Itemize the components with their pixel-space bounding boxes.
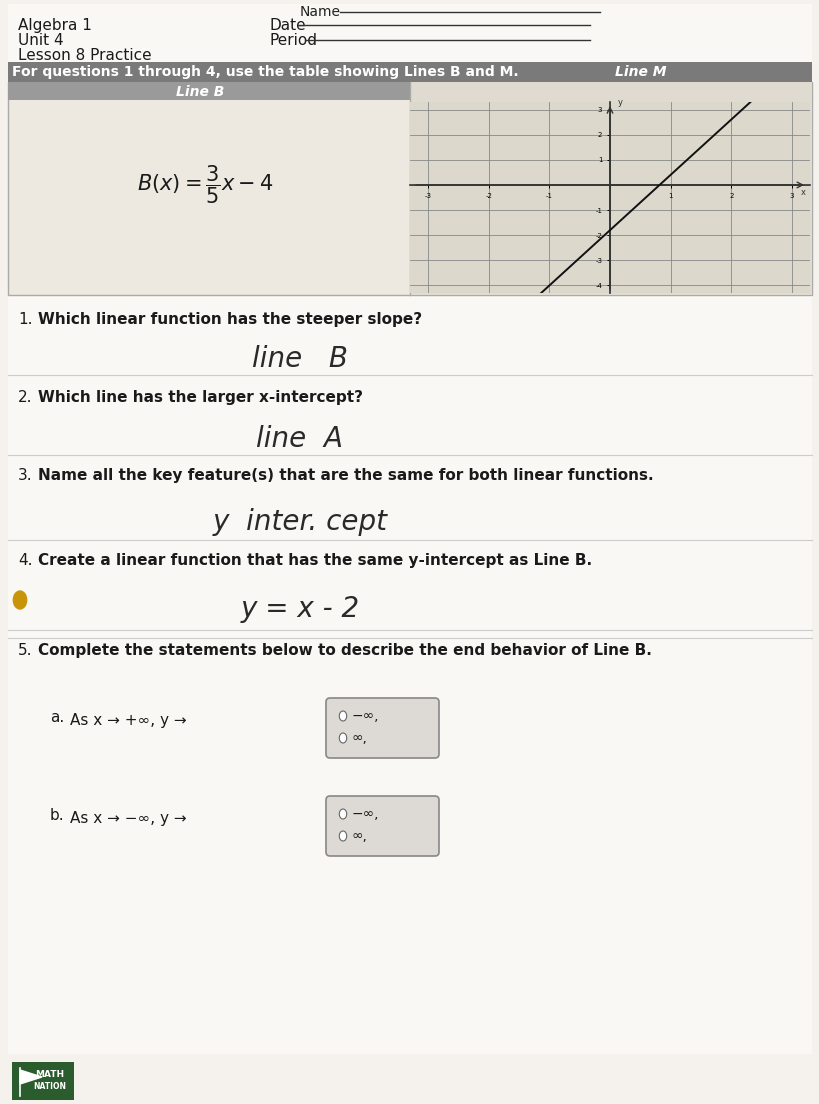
Text: $B(x) = \dfrac{3}{5}x - 4$: $B(x) = \dfrac{3}{5}x - 4$: [137, 163, 273, 206]
Text: y: y: [617, 98, 622, 107]
Bar: [8, 82, 811, 295]
Polygon shape: [20, 1070, 42, 1084]
Text: 2.: 2.: [18, 390, 33, 405]
Text: line  A: line A: [256, 425, 343, 453]
Text: As x → +∞, y →: As x → +∞, y →: [70, 713, 187, 728]
Text: y = x - 2: y = x - 2: [240, 595, 359, 623]
Text: Name: Name: [300, 6, 341, 19]
Text: Complete the statements below to describe the end behavior of Line B.: Complete the statements below to describ…: [38, 643, 651, 658]
Text: Unit 4: Unit 4: [18, 33, 64, 47]
Bar: [8, 62, 811, 82]
Text: line   B: line B: [251, 344, 347, 373]
Text: Line M: Line M: [614, 65, 666, 79]
Text: Create a linear function that has the same y-intercept as Line B.: Create a linear function that has the sa…: [38, 553, 591, 567]
Text: ∞,: ∞,: [351, 829, 368, 843]
Text: For questions 1 through 4, use the table showing Lines B and M.: For questions 1 through 4, use the table…: [12, 65, 518, 79]
Text: Date: Date: [269, 18, 306, 33]
Text: Which line has the larger x-intercept?: Which line has the larger x-intercept?: [38, 390, 363, 405]
Text: b.: b.: [50, 808, 65, 822]
FancyBboxPatch shape: [326, 796, 438, 856]
Text: −∞,: −∞,: [351, 709, 379, 723]
Text: ∞,: ∞,: [351, 731, 368, 745]
Text: x: x: [800, 188, 805, 197]
Bar: [12, 1062, 74, 1100]
Text: NATION: NATION: [34, 1082, 66, 1091]
Text: a.: a.: [50, 710, 64, 725]
Text: MATH: MATH: [35, 1070, 65, 1079]
Bar: [410, 82, 811, 295]
Text: Algebra 1: Algebra 1: [18, 18, 92, 33]
Bar: [8, 82, 410, 100]
Text: 3.: 3.: [18, 468, 33, 484]
Text: −∞,: −∞,: [351, 807, 379, 821]
Text: Name all the key feature(s) that are the same for both linear functions.: Name all the key feature(s) that are the…: [38, 468, 653, 484]
Text: y  inter. cept: y inter. cept: [212, 508, 387, 537]
Text: 1.: 1.: [18, 312, 33, 327]
Text: Line B: Line B: [175, 85, 224, 99]
Text: Period: Period: [269, 33, 318, 47]
Text: Which linear function has the steeper slope?: Which linear function has the steeper sl…: [38, 312, 422, 327]
Text: Lesson 8 Practice: Lesson 8 Practice: [18, 47, 152, 63]
Text: 4.: 4.: [18, 553, 33, 567]
Text: 5.: 5.: [18, 643, 33, 658]
FancyBboxPatch shape: [326, 698, 438, 758]
Text: As x → −∞, y →: As x → −∞, y →: [70, 811, 187, 826]
